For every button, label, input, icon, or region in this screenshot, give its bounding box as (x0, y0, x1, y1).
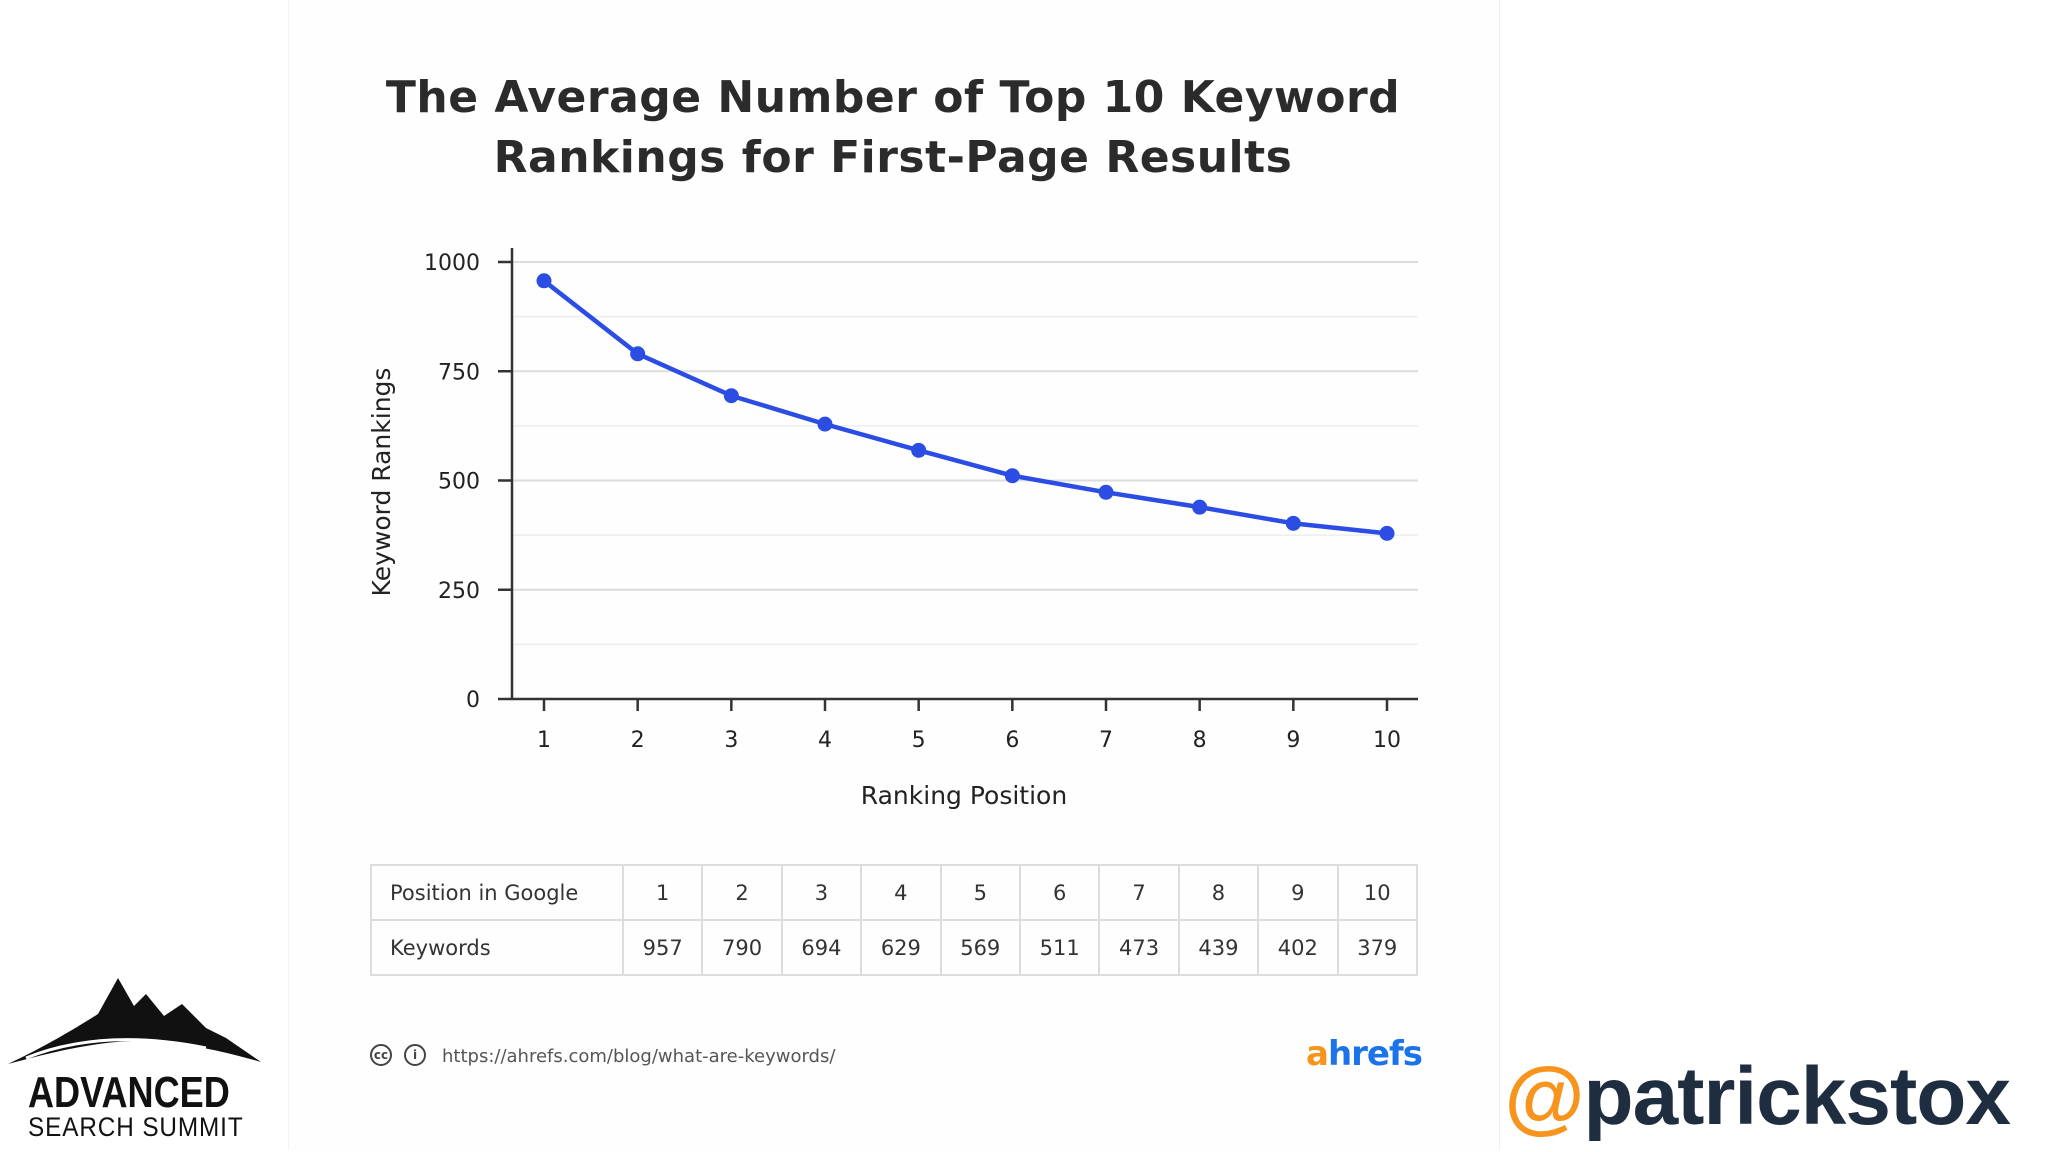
handle-at-sign: @ (1504, 1051, 1585, 1142)
table-cell-position: 4 (860, 864, 942, 921)
y-tick-label: 500 (438, 470, 480, 495)
data-table: Position in Google 1 2 3 4 5 6 7 8 9 10 Keywords … (370, 864, 1419, 976)
table-row-keywords: Keywords 957 790 694 629 569 511 473 439 402 379 (370, 919, 1419, 976)
table-cell-keywords: 402 (1257, 919, 1339, 976)
logo-text-line-2: SEARCH SUMMIT (28, 1112, 244, 1142)
y-tick-label: 750 (438, 360, 480, 385)
handle-name: patrickstox (1583, 1051, 2011, 1142)
table-cell-keywords: 790 (701, 919, 783, 976)
data-point (1098, 484, 1114, 500)
table-cell-position: 1 (621, 864, 704, 921)
data-point (1192, 499, 1208, 515)
table-cell-position: 7 (1098, 864, 1180, 921)
data-point (723, 388, 739, 404)
data-point (817, 416, 833, 432)
ahrefs-logo-rest: hrefs (1327, 1034, 1423, 1074)
y-axis-label: Keyword Rankings (367, 368, 396, 597)
table-cell-keywords: 473 (1098, 919, 1180, 976)
series-line (541, 278, 1390, 536)
y-tick-label: 1000 (424, 251, 480, 276)
data-point (536, 273, 552, 289)
chart-title-line-1: The Average Number of Top 10 Keyword (385, 72, 1401, 123)
x-tick-label: 10 (1373, 728, 1401, 753)
twitter-handle: @patrickstox (1504, 1050, 2011, 1144)
x-tick-label: 5 (912, 728, 926, 753)
table-cell-keywords: 511 (1018, 919, 1101, 976)
data-point (1285, 515, 1301, 531)
table-cell-position: 9 (1257, 864, 1339, 921)
logo-text-line-1: ADVANCED (28, 1068, 230, 1117)
table-cell-keywords: 629 (860, 919, 942, 976)
x-tick-label: 7 (1099, 728, 1113, 753)
table-row-positions: Position in Google 1 2 3 4 5 6 7 8 9 10 (370, 864, 1419, 921)
x-tick-label: 6 (1005, 728, 1019, 753)
data-point (1004, 468, 1020, 484)
data-point (1379, 525, 1395, 541)
table-header-label: Position in Google (370, 864, 624, 921)
x-axis-label: Ranking Position (861, 781, 1067, 810)
x-tick-label: 2 (631, 728, 645, 753)
x-tick-label: 1 (537, 728, 551, 753)
table-cell-position: 5 (939, 864, 1021, 921)
table-cell-position: 6 (1018, 864, 1101, 921)
table-cell-position: 3 (780, 864, 863, 921)
table-cell-keywords: 379 (1336, 919, 1419, 976)
y-tick-label: 0 (466, 688, 480, 713)
table-cell-position: 8 (1177, 864, 1260, 921)
ahrefs-logo-a: a (1306, 1034, 1329, 1074)
table-cell-keywords: 439 (1177, 919, 1260, 976)
x-tick-label: 9 (1286, 728, 1300, 753)
table-cell-position: 2 (701, 864, 783, 921)
data-point (911, 442, 927, 458)
y-tick-label: 250 (438, 579, 480, 604)
x-tick-label: 8 (1193, 728, 1207, 753)
chart-title: The Average Number of Top 10 Keyword Ran… (288, 68, 1498, 188)
table-row-label: Keywords (370, 919, 624, 976)
line-chart: 0 250 500 750 1000 1 2 3 4 5 6 7 8 9 10 Ranking Positio… (367, 248, 1418, 810)
attribution-icon: i (404, 1044, 426, 1066)
mountain-logo-icon (8, 978, 261, 1065)
ahrefs-logo: ahrefs (1306, 1034, 1423, 1074)
x-tick-label: 4 (818, 728, 832, 753)
table-cell-keywords: 694 (780, 919, 863, 976)
source-url-link[interactable]: https://ahrefs.com/blog/what-are-keyword… (442, 1046, 836, 1067)
table-cell-position: 10 (1336, 864, 1419, 921)
creative-commons-icon: cc (370, 1044, 392, 1066)
table-cell-keywords: 957 (621, 919, 704, 976)
table-cell-keywords: 569 (939, 919, 1021, 976)
data-point (630, 346, 646, 362)
chart-title-line-2: Rankings for First-Page Results (493, 132, 1293, 183)
x-tick-label: 3 (724, 728, 738, 753)
